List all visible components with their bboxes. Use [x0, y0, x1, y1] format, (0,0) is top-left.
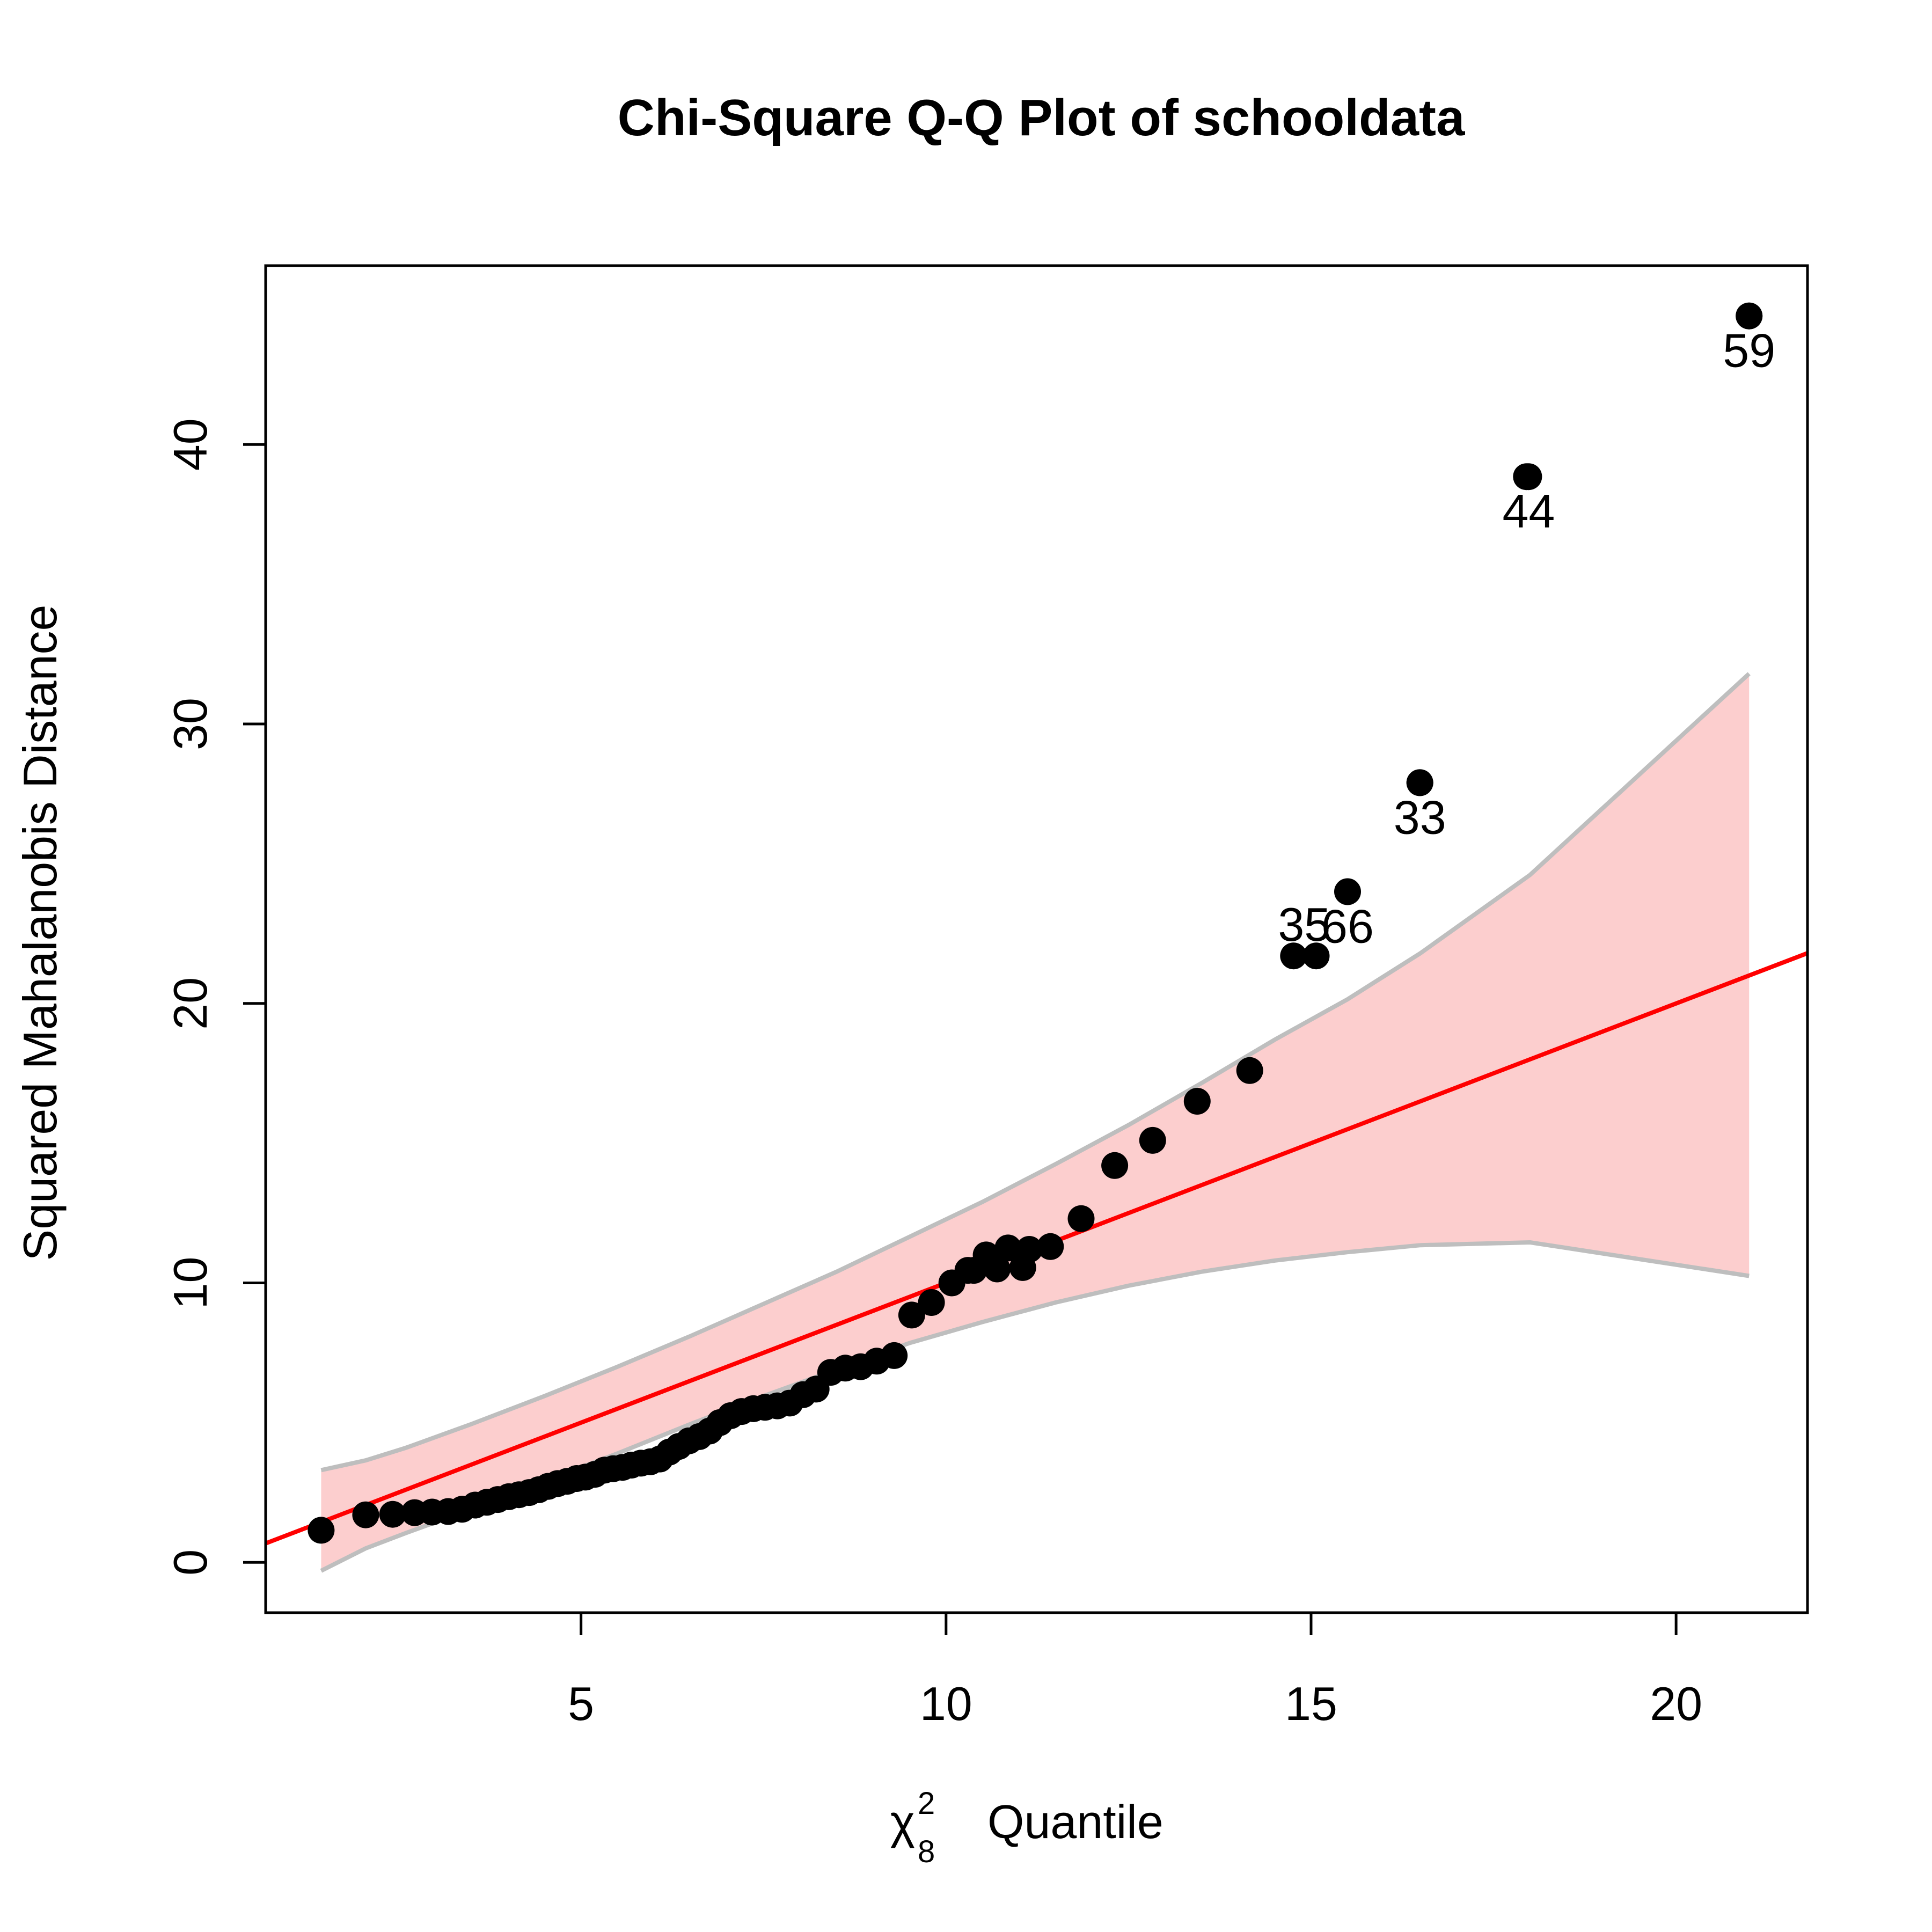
data-point [994, 1234, 1022, 1262]
x-axis-label-text: Quantile [987, 1795, 1163, 1848]
x-tick-label: 5 [568, 1677, 594, 1730]
data-point [1406, 769, 1433, 796]
data-point [1302, 942, 1330, 970]
data-point [379, 1501, 406, 1528]
data-point [352, 1501, 379, 1528]
data-point [1067, 1205, 1095, 1232]
x-tick-label: 20 [1650, 1677, 1702, 1730]
confidence-band-upper [320, 672, 1751, 1473]
data-point [972, 1241, 1000, 1269]
y-axis-label: Squared Mahalanobis Distance [13, 605, 67, 1261]
data-point [918, 1289, 945, 1316]
point-label-33: 33 [1394, 791, 1446, 844]
x-axis: 5 10 15 20 [568, 1613, 1702, 1730]
points-layer [308, 302, 1763, 1544]
x-tick-label: 15 [1285, 1677, 1337, 1730]
confidence-band-fill [321, 674, 1750, 1571]
data-point [898, 1301, 925, 1329]
data-point [1736, 302, 1763, 330]
data-point [308, 1517, 335, 1544]
data-point [1515, 463, 1542, 491]
point-label-35: 35 [1278, 898, 1330, 951]
x-axis-label: χ 2 8 Quantile [890, 1786, 1163, 1869]
data-point [1101, 1152, 1129, 1179]
x-axis-label-subscript: 8 [918, 1834, 935, 1869]
data-point [881, 1342, 908, 1369]
data-point [1037, 1233, 1064, 1260]
data-point [1183, 1088, 1211, 1115]
y-axis: 0 10 20 30 40 [164, 418, 266, 1576]
chart-title: Chi-Square Q-Q Plot of schooldata [618, 89, 1465, 147]
plot-frame [264, 264, 1809, 1614]
point-label-66: 66 [1321, 900, 1374, 953]
y-tick-label: 20 [164, 977, 217, 1030]
y-tick-label: 40 [164, 418, 217, 471]
data-point [954, 1257, 982, 1284]
point-label-44: 44 [1502, 485, 1555, 538]
data-point [1236, 1057, 1263, 1084]
y-tick-label: 30 [164, 698, 217, 750]
data-point [1015, 1236, 1043, 1263]
data-point [1139, 1126, 1166, 1154]
point-label-59: 59 [1723, 324, 1775, 377]
y-tick-label: 10 [164, 1257, 217, 1309]
x-axis-label-symbol: χ [890, 1795, 915, 1848]
data-point [1280, 942, 1307, 970]
data-point [1334, 878, 1361, 905]
x-axis-label-superscript: 2 [918, 1786, 935, 1821]
x-tick-label: 10 [920, 1677, 972, 1730]
y-tick-label: 0 [164, 1549, 217, 1576]
